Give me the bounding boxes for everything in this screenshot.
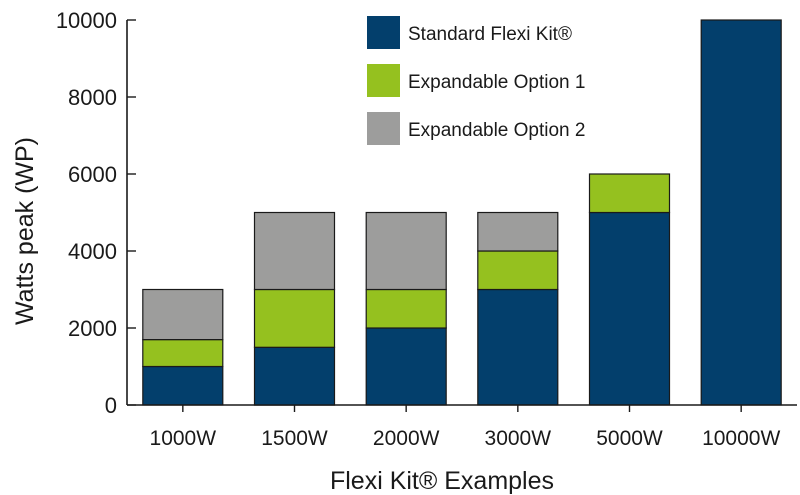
legend-swatch-2	[367, 64, 400, 97]
x-tick-label: 5000W	[596, 427, 663, 450]
y-axis-title: Watts peak (WP)	[11, 137, 39, 325]
bar-10000w-series-1	[700, 19, 782, 406]
y-tick-label: 2000	[68, 316, 117, 341]
legend: Standard Flexi Kit® Expandable Option 1 Ex…	[367, 16, 585, 145]
legend-label-3: Expandable Option 2	[408, 120, 585, 141]
bars-group	[142, 19, 782, 406]
bar-3000w-series-1	[477, 288, 559, 406]
legend-swatch-3	[367, 112, 400, 145]
bar-1000w-series-2	[142, 339, 224, 368]
bar-2000w-series-3	[365, 211, 447, 291]
bar-5000w-series-1	[588, 211, 671, 406]
y-tick-label: 8000	[68, 85, 117, 110]
bar-2000w-series-2	[365, 288, 447, 329]
bar-1500w-series-1	[253, 346, 336, 406]
x-tick-label: 2000W	[373, 427, 440, 450]
legend-label-2: Expandable Option 1	[408, 72, 585, 93]
x-axis-title: Flexi Kit® Examples	[330, 467, 554, 495]
bar-1000w-series-3	[142, 288, 224, 341]
x-tick-label: 3000W	[485, 427, 552, 450]
y-tick-label: 0	[105, 393, 117, 418]
y-tick-label: 6000	[68, 162, 117, 187]
y-tick-label: 4000	[68, 239, 117, 264]
legend-label-1: Standard Flexi Kit®	[408, 24, 572, 45]
bar-3000w-series-3	[477, 211, 559, 252]
x-tick-label: 1000W	[150, 427, 217, 450]
bar-1000w-series-1	[142, 365, 224, 406]
bar-1500w-series-2	[253, 288, 336, 348]
bar-5000w-series-2	[588, 173, 671, 214]
x-category-labels: 1000W 1500W 2000W 3000W 5000W 10000W	[150, 427, 781, 450]
bar-2000w-series-1	[365, 327, 447, 406]
x-tick-label: 1500W	[261, 427, 328, 450]
x-tick-label: 10000W	[702, 427, 780, 450]
legend-swatch-1	[367, 16, 400, 49]
bar-1500w-series-3	[253, 211, 336, 291]
bar-3000w-series-2	[477, 250, 559, 291]
y-tick-label: 10000	[56, 8, 117, 33]
y-tick-labels: 0 2000 4000 6000 8000 10000	[56, 8, 117, 418]
axes-group	[126, 19, 797, 412]
